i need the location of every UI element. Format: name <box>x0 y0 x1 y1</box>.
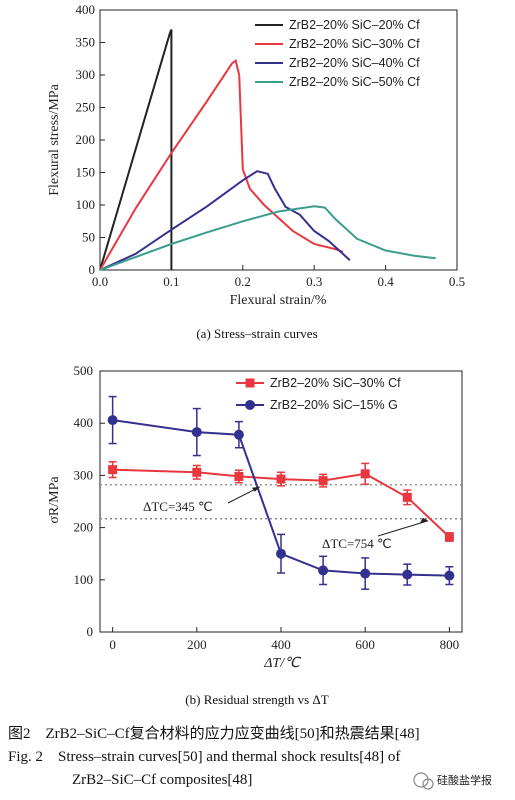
x-tick-label-b: 400 <box>271 637 291 652</box>
y-tick-label-b: 100 <box>74 572 94 587</box>
data-point-circle <box>107 415 118 426</box>
y-tick-label-a: 50 <box>82 230 95 245</box>
data-point-square <box>192 467 202 477</box>
legend-label-a-4: ZrB2–20% SiC–50% Cf <box>289 75 420 89</box>
x-tick-label-b: 600 <box>355 637 375 652</box>
data-point-square <box>402 492 412 502</box>
figure-caption-en-1: Fig. 2 Stress–strain curves[50] and ther… <box>8 749 400 765</box>
annotation-arrow-2 <box>377 520 429 537</box>
legend-label-a-3: ZrB2–20% SiC–40% Cf <box>289 56 420 70</box>
x-tick-label-a: 0.0 <box>92 274 108 289</box>
x-tick-label-a: 0.1 <box>163 274 179 289</box>
figure-caption-cn: 图2 ZrB2–SiC–Cf复合材料的应力应变曲线[50]和热震结果[48] <box>8 724 420 742</box>
series-line-b-1 <box>112 468 451 538</box>
x-tick-label-a: 0.4 <box>377 274 394 289</box>
series-line-a-1 <box>99 29 173 271</box>
x-tick-label-b: 800 <box>440 637 460 652</box>
y-tick-label-b: 0 <box>87 624 94 639</box>
legend-marker-square <box>245 378 255 388</box>
data-point-square <box>234 471 244 481</box>
legend-label-a-2: ZrB2–20% SiC–30% Cf <box>289 37 420 51</box>
data-point-square <box>318 476 328 486</box>
data-point-circle <box>318 565 329 576</box>
x-axis-label-a: Flexural strain/% <box>230 293 327 308</box>
x-tick-label-b: 200 <box>187 637 207 652</box>
data-point-square <box>108 465 118 475</box>
y-tick-label-b: 400 <box>74 415 94 430</box>
y-tick-label-a: 300 <box>76 67 96 82</box>
y-tick-label-a: 0 <box>89 262 96 277</box>
x-tick-label-b: 0 <box>109 637 116 652</box>
y-tick-label-a: 100 <box>76 197 96 212</box>
legend-label-b-1: ZrB2–20% SiC–30% Cf <box>270 376 401 390</box>
wechat-icon-small <box>422 778 434 790</box>
y-tick-label-a: 400 <box>76 2 96 17</box>
caption-a: (a) Stress–strain curves <box>196 326 317 341</box>
x-tick-label-a: 0.2 <box>235 274 251 289</box>
data-point-square <box>360 469 370 479</box>
watermark: 硅酸盐学报 <box>413 772 492 790</box>
series-line-a-4 <box>99 205 436 271</box>
annotation-text-2: ΔTC=754 ℃ <box>322 536 392 551</box>
data-point-circle <box>191 427 202 438</box>
y-tick-label-a: 250 <box>76 100 96 115</box>
y-tick-label-b: 200 <box>74 520 94 535</box>
series-line-a-2 <box>99 59 344 271</box>
y-tick-label-a: 350 <box>76 35 96 50</box>
watermark-text: 硅酸盐学报 <box>437 773 492 787</box>
series-line-b-2 <box>112 419 450 577</box>
x-tick-label-a: 0.5 <box>449 274 465 289</box>
x-axis-label-b-text: ΔT/℃ <box>263 656 302 671</box>
legend-label-b-2: ZrB2–20% SiC–15% G <box>270 398 398 412</box>
y-axis-label-a: Flexural stress/MPa <box>47 83 62 195</box>
y-tick-label-a: 200 <box>76 132 96 147</box>
arrowhead-2 <box>420 517 429 523</box>
figure-caption-en-2: ZrB2–SiC–Cf composites[48] <box>72 772 252 788</box>
y-tick-label-b: 300 <box>74 467 94 482</box>
x-tick-label-a: 0.3 <box>306 274 322 289</box>
y-tick-label-b: 500 <box>74 363 94 378</box>
data-point-circle <box>233 429 244 440</box>
arrowhead-1 <box>251 486 260 492</box>
data-point-square <box>276 474 286 484</box>
legend-marker-circle <box>245 400 255 410</box>
caption-b: (b) Residual strength vs ΔT <box>185 692 328 707</box>
data-point-circle <box>402 569 413 580</box>
annotation-text-1: ΔTC=345 ℃ <box>143 499 213 514</box>
data-point-circle <box>360 568 371 579</box>
wechat-icon <box>413 772 429 788</box>
data-point-square <box>444 532 454 542</box>
stress-strain-chart: 0.0 0.1 0.2 0.3 0.4 0.5 0 50 100 150 200 250 300 350 4… <box>47 2 465 341</box>
data-point-circle <box>444 570 455 581</box>
y-tick-label-a: 150 <box>76 165 96 180</box>
data-point-circle <box>276 548 286 559</box>
y-axis-label-b: σR/MPa <box>47 476 62 524</box>
residual-strength-chart: 0 200 400 600 800 0 100 200 300 400 500 ZrB2–20% S… <box>47 363 463 707</box>
legend-label-a-1: ZrB2–20% SiC–20% Cf <box>289 18 420 32</box>
x-axis-label-b: ΔT/℃ <box>263 656 302 671</box>
series-line-a-3 <box>99 170 351 271</box>
